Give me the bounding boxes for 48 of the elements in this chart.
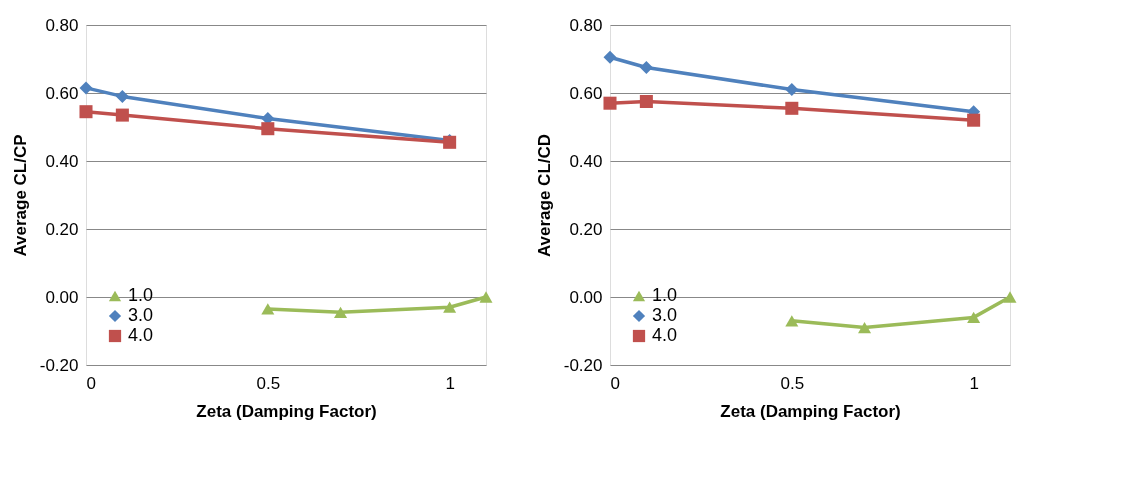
point <box>967 113 981 127</box>
legend-label: 4.0 <box>652 325 678 345</box>
legend-label: 4.0 <box>128 325 154 345</box>
point <box>639 60 653 75</box>
y-tick-label: 0.40 <box>569 151 603 171</box>
legend-label: 3.0 <box>128 305 154 325</box>
x-tick-label: 0.5 <box>256 373 281 393</box>
point <box>79 81 93 95</box>
point <box>261 122 275 136</box>
point <box>1003 291 1017 303</box>
x-axis-title: Zeta (Damping Factor) <box>196 401 377 421</box>
legend-label: 1.0 <box>128 285 154 305</box>
point <box>967 311 981 324</box>
x-tick-label: 1 <box>445 373 455 393</box>
x-tick-label: 0.5 <box>780 373 805 393</box>
x-axis-title: Zeta (Damping Factor) <box>720 401 901 421</box>
point <box>603 50 617 64</box>
y-tick-label: 0.00 <box>45 287 79 307</box>
x-tick-label: 1 <box>969 373 979 393</box>
point <box>785 315 799 327</box>
y-tick-label: 0.40 <box>45 151 79 171</box>
y-tick-label: -0.20 <box>39 355 79 375</box>
point <box>858 321 872 334</box>
legend-label: 1.0 <box>652 285 678 305</box>
y-tick-label: 0.20 <box>45 219 79 239</box>
point <box>785 83 799 97</box>
point <box>334 306 348 318</box>
x-tick-label: 0 <box>86 373 96 393</box>
point <box>443 301 457 313</box>
point <box>603 96 617 110</box>
point <box>79 105 93 119</box>
point <box>639 94 653 109</box>
y-tick-label: 0.60 <box>45 83 79 103</box>
y-tick-label: 0.00 <box>569 287 603 307</box>
y-tick-label: 0.80 <box>45 15 79 35</box>
y-tick-label: 0.20 <box>569 219 603 239</box>
y-tick-label: -0.20 <box>563 355 603 375</box>
x-tick-label: 0 <box>610 373 620 393</box>
point <box>115 89 129 103</box>
point <box>785 101 799 115</box>
point <box>261 303 275 315</box>
point <box>115 108 129 122</box>
y-tick-label: 0.80 <box>569 15 603 35</box>
y-axis-title: Average CL/CP <box>10 134 30 257</box>
y-axis-title: Average CL/CD <box>534 133 554 258</box>
legend-label: 3.0 <box>652 305 678 325</box>
y-tick-label: 0.60 <box>569 83 603 103</box>
point <box>479 291 493 303</box>
